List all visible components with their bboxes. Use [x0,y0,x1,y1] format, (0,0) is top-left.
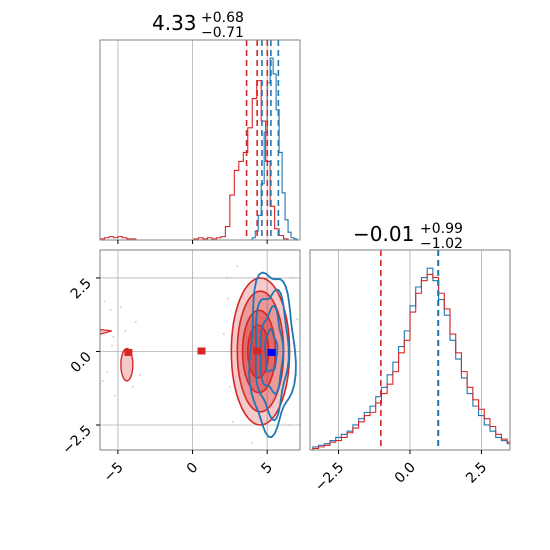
scatter-y-tick-label-0: −2.5 [59,423,94,458]
param1-hist-panel: −2.5 0.0 2.5 −0.01 +0.99 −1.02 [309,221,511,495]
scatter-2d-frame [99,249,301,451]
scatter-point-0 [103,300,106,303]
param1-hist-tick-label-0: −2.5 [312,460,347,495]
scatter-y-tick-label-1: 0.0 [68,349,95,376]
scatter-2d-content [100,265,299,444]
red-marker-0 [124,348,133,356]
param0-title-upper: +0.68 [201,10,244,26]
red-marker-2 [253,347,262,355]
scatter-point-15 [228,385,231,388]
scatter-point-12 [227,297,230,300]
scatter-point-10 [131,385,134,388]
red-contour-island [120,347,134,382]
blue-marker-0 [267,348,276,356]
scatter-point-19 [288,424,291,426]
scatter-x-tick-label-1: 0 [184,460,202,478]
scatter-x-tick-label-2: 5 [258,460,276,478]
param1-hist-tick-label-1: 0.0 [392,460,419,487]
scatter-point-20 [236,265,239,268]
scatter-point-1 [109,309,112,312]
param1-hist-content [312,250,510,450]
scatter-point-18 [296,318,299,321]
param1-hist-blue-series [312,267,510,450]
param1-hist-tick-label-2: 2.5 [463,460,490,487]
param1-title-upper: +0.99 [420,221,463,237]
scatter-point-6 [124,329,127,332]
scatter-point-16 [290,276,293,279]
red-contour-sliver [100,328,112,336]
red-marker-1 [197,347,206,355]
scatter-point-13 [231,421,234,424]
scatter-point-11 [101,379,104,382]
param0-hist-frame [99,39,301,241]
param1-title-lower: −1.02 [420,236,463,252]
scatter-point-4 [106,371,109,374]
param0-hist-blue-series [251,57,298,240]
scatter-point-21 [251,441,254,444]
scatter-point-2 [112,335,115,338]
scatter-point-23 [225,276,228,279]
scatter-point-8 [139,374,142,376]
scatter-2d-panel: −5 0 5 −2.5 0.0 2.5 [59,249,301,486]
scatter-point-14 [222,332,225,335]
blue-contour-level-0 [248,271,297,439]
scatter-point-5 [134,321,137,324]
param1-hist-red-series [312,273,510,450]
param1-title-value: −0.01 [353,222,414,246]
param1-hist-grid [338,250,482,450]
param0-hist-panel: 4.33 +0.68 −0.71 [99,10,301,244]
blue-contour-level-3 [264,327,279,373]
param0-hist-content [100,40,298,240]
scatter-x-tick-label-0: −5 [101,460,127,486]
param0-title-lower: −0.71 [201,25,244,41]
param0-hist-ticks [117,240,268,244]
scatter-2d-grid [100,250,300,450]
param1-hist-ticks: −2.5 0.0 2.5 [312,450,490,495]
scatter-point-9 [110,344,113,347]
scatter-point-3 [119,306,122,309]
scatter-y-tick-label-2: 2.5 [68,275,95,302]
param0-title-value: 4.33 [152,11,197,35]
scatter-point-7 [113,394,116,397]
